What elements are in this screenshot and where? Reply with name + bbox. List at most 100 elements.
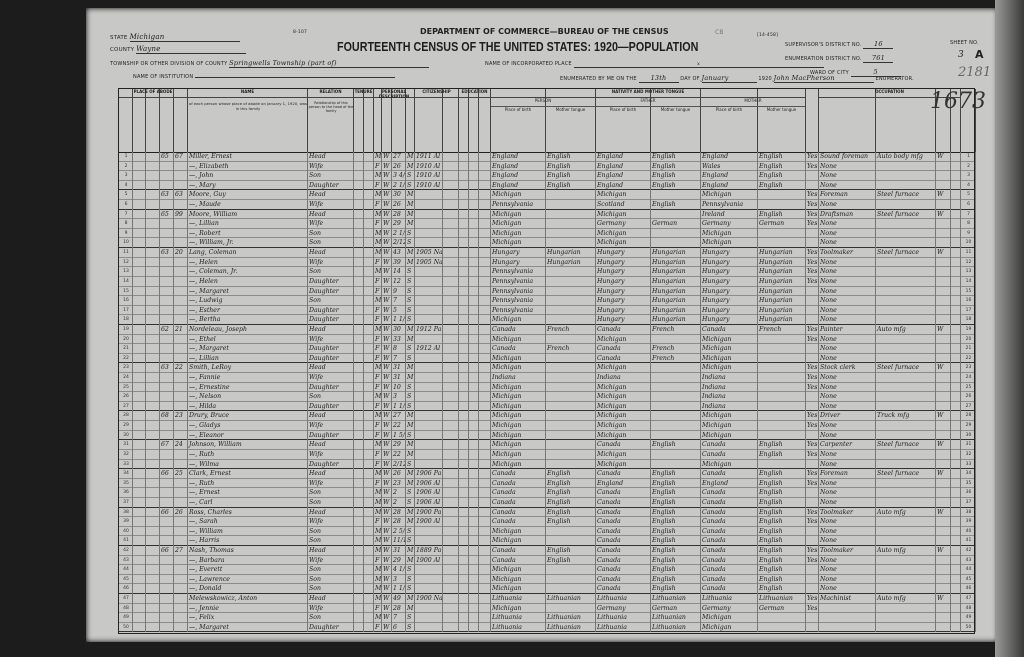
cell — [160, 459, 174, 470]
line-number: 47 — [961, 594, 976, 604]
nativity-subheader: FATHER — [596, 98, 701, 107]
cell — [160, 584, 174, 595]
line-number: 29 — [119, 421, 133, 431]
cell: Michigan — [701, 613, 758, 623]
cell: England — [701, 180, 758, 191]
cell: F — [374, 276, 382, 287]
line-number: 8 — [119, 219, 133, 229]
cell: Son — [308, 296, 354, 306]
cell: 11/12 — [392, 536, 406, 546]
cell: Michigan — [491, 565, 546, 575]
empty-cell — [469, 440, 479, 450]
empty-cell — [443, 545, 459, 556]
cell: Pennsylvania — [491, 305, 546, 316]
line-number: 27 — [961, 401, 976, 412]
cell: —, Helen — [188, 276, 308, 287]
cell: Johnson, William — [188, 440, 308, 450]
cell: 2 1/2 — [393, 228, 406, 239]
cell: W — [382, 613, 392, 623]
empty-cell — [354, 497, 364, 508]
cell: 67 — [160, 440, 174, 450]
cell: None — [819, 315, 876, 325]
empty-cell — [364, 603, 374, 614]
cell: 68 — [160, 411, 174, 422]
empty-cell — [354, 459, 364, 470]
cell: M — [375, 440, 382, 450]
place-of-birth-header: Place of birth — [596, 107, 651, 116]
cell — [174, 401, 188, 412]
cell: Canada — [491, 555, 546, 566]
cell: Lithuanian — [546, 613, 596, 623]
empty-cell — [354, 545, 364, 556]
township-label: TOWNSHIP OR OTHER DIVISION OF COUNTY — [110, 61, 228, 67]
empty-cell — [479, 286, 491, 297]
empty-cell — [146, 488, 160, 498]
cell — [876, 373, 936, 383]
empty-cell — [469, 324, 479, 335]
empty-cell — [443, 449, 459, 460]
cell: M — [375, 324, 382, 335]
empty-cell — [459, 171, 469, 181]
cell: —, Bertha — [188, 315, 308, 325]
table-row: 26 —, Nelson Son M W 3 S Michigan Michigan Indian… — [119, 392, 976, 402]
cell: Michigan — [701, 430, 758, 441]
empty-cell — [354, 565, 364, 575]
empty-cell — [146, 286, 160, 297]
cell: M — [375, 565, 382, 575]
empty-cell — [354, 276, 364, 287]
cell: Canada — [596, 440, 651, 450]
empty-cell — [443, 315, 459, 325]
cell: English — [651, 171, 701, 181]
empty-cell — [133, 392, 146, 402]
table-row: 2 —, Elizabeth Wife F W 26 M 1910 Al England Engl… — [119, 161, 976, 172]
cell — [936, 228, 951, 239]
empty-cell — [364, 469, 374, 479]
cell: W — [382, 545, 392, 556]
cell: Son — [308, 584, 354, 595]
cell: F — [374, 180, 382, 191]
cell: England — [491, 171, 546, 181]
enumerated-field: ENUMERATED BY ME ON THE 13th DAY OF Janu… — [560, 74, 914, 83]
cell: Canada — [596, 536, 651, 546]
column-header — [758, 89, 806, 152]
empty-cell — [443, 190, 459, 201]
cell: —, Ernest — [188, 488, 308, 498]
cell: S — [406, 305, 415, 316]
empty-cell — [479, 565, 491, 575]
cell — [160, 286, 174, 297]
empty-cell — [364, 507, 374, 518]
cell: French — [546, 344, 596, 354]
empty-cell — [951, 238, 961, 249]
cell: S — [406, 497, 415, 508]
cell: 3 4/12 — [393, 171, 406, 181]
cell — [160, 382, 174, 393]
cell — [936, 219, 951, 229]
empty-cell — [951, 190, 961, 201]
empty-cell — [146, 171, 160, 181]
cell: Daughter — [308, 401, 354, 412]
empty-cell — [133, 373, 146, 383]
cell — [936, 257, 951, 268]
cell — [415, 449, 443, 460]
cell — [546, 401, 596, 412]
cell — [546, 392, 596, 402]
cell — [160, 228, 174, 239]
cell — [806, 238, 819, 249]
cell: W — [382, 276, 392, 287]
table-row: 48 —, Jennie Wife F W 28 M Michigan Germany Germa… — [119, 603, 976, 614]
empty-cell — [364, 574, 374, 585]
cell — [415, 276, 443, 287]
cell — [876, 536, 936, 546]
empty-cell — [951, 286, 961, 297]
cell — [415, 267, 443, 277]
cell: 22 — [392, 421, 406, 431]
cell: Son — [308, 536, 354, 546]
cell: M — [375, 363, 382, 374]
cell — [174, 574, 188, 585]
empty-cell — [364, 440, 374, 450]
empty-cell — [146, 603, 160, 614]
cell: 2/12 — [393, 459, 406, 470]
cell: Steel furnace — [876, 440, 936, 450]
cell — [876, 305, 936, 316]
cell: Melewskowicz, Anton — [188, 594, 308, 604]
